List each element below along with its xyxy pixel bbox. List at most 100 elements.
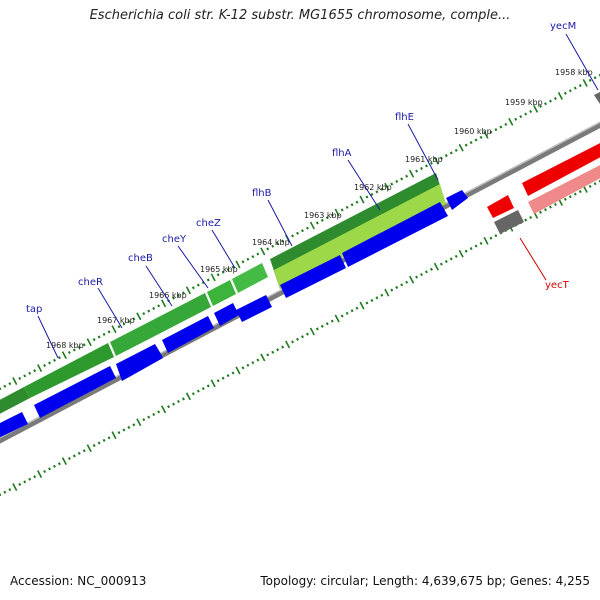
gene-label-cheZ[interactable]: cheZ (196, 218, 221, 229)
inner-ruler-tick (185, 392, 191, 401)
leader-cheY (177, 245, 209, 289)
outer-ruler-tick (483, 130, 489, 139)
outer-ruler-tick (539, 104, 543, 108)
gene-leader-lines (37, 33, 599, 359)
inner-ruler-tick (28, 477, 32, 481)
gray-feature-1[interactable] (494, 210, 524, 234)
outer-ruler-tick (241, 260, 245, 264)
gene-block-cheB-cheY[interactable] (110, 293, 211, 356)
inner-ruler-tick (251, 361, 255, 365)
inner-ruler-tick (256, 358, 260, 362)
outer-ruler-tick (256, 252, 260, 256)
gene-block-cheY-cheZ[interactable] (207, 280, 236, 306)
inner-ruler-tick (529, 215, 533, 219)
cds-arrow-2[interactable] (34, 366, 116, 418)
kbp-tick-labels: 1958 kbp 1959 kbp 1960 kbp 1961 kbp 1962… (46, 68, 593, 350)
inner-ruler-tick (420, 272, 423, 277)
gene-block-cheR-cheB[interactable] (24, 343, 114, 398)
outer-ruler-tick (593, 76, 597, 80)
outer-ruler-tick (127, 319, 131, 323)
inner-ruler-tick (479, 241, 483, 245)
outer-ruler-tick (301, 229, 304, 233)
outer-ruler-tick (82, 343, 86, 347)
gene-label-yecT[interactable]: yecT (545, 280, 570, 291)
gray-feature-2[interactable] (594, 87, 600, 104)
outer-ruler-tick (345, 205, 349, 209)
leader-cheR (97, 287, 123, 329)
reverse-cds-light[interactable] (528, 160, 600, 214)
gene-label-cheY[interactable]: cheY (162, 234, 187, 245)
outer-ruler-tick (544, 102, 547, 106)
reverse-cds-large[interactable] (522, 138, 600, 196)
outer-ruler-tick (405, 174, 409, 178)
leader-cheB (145, 265, 173, 307)
gene-label-yecM[interactable]: yecM (550, 21, 576, 32)
inner-ruler-tick (181, 397, 185, 401)
cds-arrow-6[interactable] (236, 295, 272, 322)
inner-ruler-tick (18, 482, 22, 486)
gene-label-cheB[interactable]: cheB (128, 253, 153, 264)
outer-ruler-tick (97, 335, 101, 339)
outer-ruler-tick (375, 190, 379, 194)
gene-block-tap-region[interactable] (0, 387, 30, 419)
gene-label-cheR[interactable]: cheR (78, 277, 103, 288)
cds-arrow-9[interactable] (446, 190, 468, 210)
cds-arrow-1[interactable] (0, 412, 28, 442)
outer-ruler-tick (309, 221, 315, 230)
gene-label-flhE[interactable]: flhE (395, 112, 414, 123)
outer-ruler-tick (266, 247, 270, 251)
inner-ruler-tick (345, 311, 349, 315)
gene-label-flhA[interactable]: flhA (332, 148, 352, 159)
cds-arrow-5[interactable] (214, 303, 239, 326)
outer-ruler-tick (23, 374, 27, 378)
inner-ruler-tick (425, 270, 428, 274)
outer-ruler-tick (291, 234, 295, 238)
inner-ruler-tick (588, 184, 592, 188)
outer-ruler-tick (111, 325, 117, 334)
outer-ruler-tick (340, 208, 344, 212)
inner-ruler-tick (72, 454, 76, 458)
outer-ruler-tick (305, 226, 309, 230)
inner-ruler-tick (3, 490, 7, 494)
outer-ruler-tick (325, 216, 329, 220)
inner-ruler-tick (92, 444, 96, 448)
outer-ruler-tick (350, 203, 354, 207)
gene-label-tap[interactable]: tap (26, 304, 42, 315)
outer-ruler-tick (578, 84, 582, 88)
leader-yecM (565, 33, 599, 91)
outer-ruler (0, 73, 600, 391)
outer-ruler-tick (573, 86, 577, 90)
cds-arrow-7[interactable] (280, 255, 346, 298)
outer-ruler-tick (281, 239, 285, 243)
inner-ruler-tick (400, 283, 404, 287)
gene-block-cheZ-end[interactable] (232, 263, 268, 293)
inner-ruler-tick (464, 249, 468, 253)
inner-ruler-tick (433, 262, 439, 271)
inner-ruler-tick (593, 182, 597, 186)
leader-flhE (407, 123, 439, 181)
outer-ruler-tick (136, 312, 142, 321)
cds-arrow-4[interactable] (162, 316, 214, 353)
tick-label-1964: 1964 kbp (252, 238, 290, 247)
outer-ruler-tick (246, 257, 250, 261)
outer-ruler-tick (458, 143, 464, 152)
tick-label-1967: 1967 kbp (97, 316, 135, 325)
inner-ruler-tick (216, 379, 220, 383)
gene-label-flhB[interactable]: flhB (252, 188, 272, 199)
cds-arrow-8[interactable] (342, 202, 448, 267)
outer-ruler-tick (177, 293, 180, 298)
outer-ruler-tick (409, 169, 415, 178)
cds-arrow-3[interactable] (116, 344, 163, 381)
reverse-cds-yecT-region[interactable] (487, 195, 514, 218)
inner-ruler-tick (235, 366, 241, 375)
inner-ruler-tick (334, 314, 340, 323)
inner-ruler-tick (281, 345, 285, 349)
outer-ruler-tick (117, 325, 121, 329)
outer-ruler-tick (296, 231, 299, 235)
outer-ruler-tick (152, 306, 156, 310)
outer-ruler-tick (231, 265, 235, 269)
outer-ruler-tick (102, 332, 106, 336)
inner-ruler-tick (325, 322, 329, 326)
outer-ruler-tick (3, 384, 7, 388)
